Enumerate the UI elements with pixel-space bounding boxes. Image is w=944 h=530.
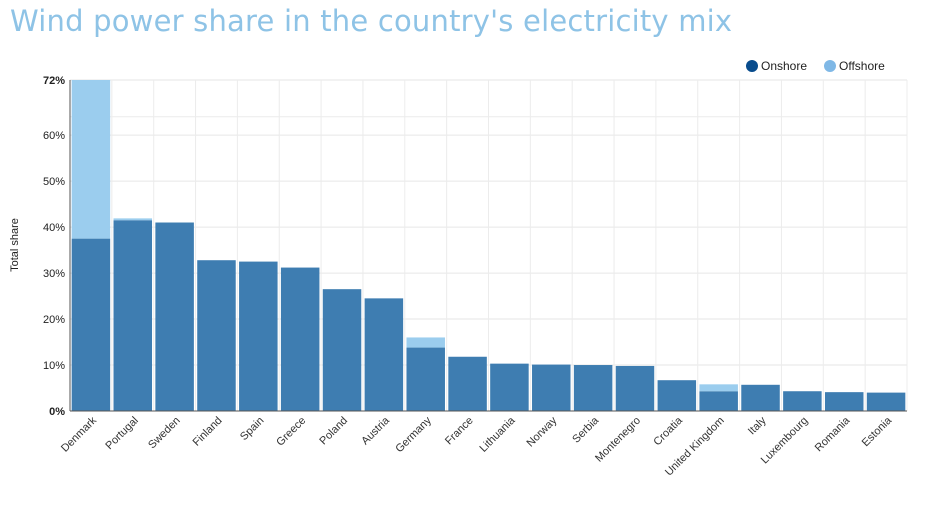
bar-onshore-estonia[interactable] xyxy=(866,392,906,411)
x-tick-label: Serbia xyxy=(570,414,602,446)
bar-offshore-portugal[interactable] xyxy=(113,218,153,221)
x-tick-label: France xyxy=(443,415,476,448)
x-tick-label: Finland xyxy=(191,415,225,449)
y-tick-label: 72% xyxy=(43,75,65,87)
y-axis-label: Total share xyxy=(9,218,21,272)
legend[interactable]: Onshore Offshore xyxy=(746,59,885,73)
bar-onshore-denmark[interactable] xyxy=(71,238,111,411)
bar-onshore-france[interactable] xyxy=(448,356,487,411)
x-axis-ticks: Denmark Portugal Sweden Finland Spain Greece P… xyxy=(59,414,895,478)
y-tick-label: 50% xyxy=(43,176,65,188)
y-tick-label: 60% xyxy=(43,130,65,142)
x-tick-label: Spain xyxy=(238,415,266,443)
y-tick-label: 30% xyxy=(43,268,65,280)
legend-swatch xyxy=(824,60,836,72)
legend-swatch xyxy=(746,60,758,72)
y-tick-label: 0% xyxy=(49,406,65,418)
bars xyxy=(71,80,906,411)
bar-onshore-croatia[interactable] xyxy=(657,380,697,411)
x-tick-label: Estonia xyxy=(860,414,895,449)
x-tick-label: Poland xyxy=(317,415,350,448)
bar-onshore-poland[interactable] xyxy=(322,289,362,411)
bar-onshore-portugal[interactable] xyxy=(113,220,153,411)
legend-label: Onshore xyxy=(761,59,807,73)
bar-offshore-denmark[interactable] xyxy=(71,80,111,239)
x-tick-label: Germany xyxy=(393,414,434,455)
x-tick-label: Croatia xyxy=(651,414,685,448)
chart-title: Wind power share in the country's electr… xyxy=(10,4,733,38)
bar-onshore-montenegro[interactable] xyxy=(615,365,655,411)
x-tick-label: Italy xyxy=(746,414,769,437)
y-tick-label: 20% xyxy=(43,314,65,326)
bar-onshore-romania[interactable] xyxy=(824,392,864,411)
bar-onshore-austria[interactable] xyxy=(364,298,404,411)
axes xyxy=(69,80,907,412)
x-tick-label: Romania xyxy=(813,414,853,454)
x-tick-label: Montenegro xyxy=(593,415,643,465)
x-tick-label: Denmark xyxy=(59,414,99,454)
y-tick-label: 10% xyxy=(43,360,65,372)
bar-onshore-united-kingdom[interactable] xyxy=(699,391,738,411)
bar-onshore-serbia[interactable] xyxy=(573,365,613,411)
bar-onshore-italy[interactable] xyxy=(741,384,780,411)
x-tick-label: Portugal xyxy=(103,415,140,452)
legend-item-offshore[interactable]: Offshore xyxy=(824,59,885,73)
bar-onshore-finland[interactable] xyxy=(197,260,236,411)
x-tick-label: Norway xyxy=(525,414,560,449)
bar-onshore-greece[interactable] xyxy=(280,267,320,411)
bar-offshore-germany[interactable] xyxy=(406,337,445,348)
x-tick-label: Lithuania xyxy=(477,414,518,455)
legend-item-onshore[interactable]: Onshore xyxy=(746,59,807,73)
bar-onshore-luxembourg[interactable] xyxy=(783,391,822,411)
bar-onshore-norway[interactable] xyxy=(532,364,571,411)
bar-onshore-lithuania[interactable] xyxy=(490,363,529,411)
y-axis-ticks: 0% 10% 20% 30% 40% 50% 60% 72% xyxy=(43,75,65,418)
y-tick-label: 40% xyxy=(43,222,65,234)
x-tick-label: Sweden xyxy=(146,415,183,452)
x-tick-label: Austria xyxy=(359,414,392,447)
bar-offshore-united-kingdom[interactable] xyxy=(699,384,738,392)
bar-onshore-spain[interactable] xyxy=(239,261,278,411)
legend-label: Offshore xyxy=(839,59,885,73)
grid-lines xyxy=(69,79,908,412)
bar-onshore-germany[interactable] xyxy=(406,347,445,411)
x-tick-label: Greece xyxy=(274,415,308,449)
bar-onshore-sweden[interactable] xyxy=(155,222,194,411)
